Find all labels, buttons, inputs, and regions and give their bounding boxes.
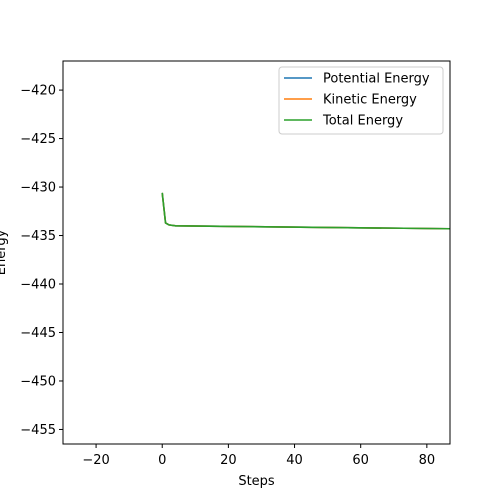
y-tick-label: −435 xyxy=(20,229,56,244)
legend-entry: Potential Energy xyxy=(323,72,430,87)
plot-frame xyxy=(62,60,451,445)
legend-entry: Total Energy xyxy=(322,114,403,129)
x-tick-label: 40 xyxy=(286,453,303,468)
x-axis-label: Steps xyxy=(238,474,275,489)
y-axis-label: Energy xyxy=(0,229,9,275)
y-tick-label: −440 xyxy=(20,278,56,293)
y-tick-label: −425 xyxy=(20,132,56,147)
legend: Potential Energy Kinetic Energy Total Ener… xyxy=(278,66,444,135)
x-tick-label: 20 xyxy=(220,453,237,468)
series-line-potential-energy xyxy=(161,192,450,230)
x-tick-label: 80 xyxy=(419,453,436,468)
legend-box xyxy=(278,66,444,135)
y-tick-label: −430 xyxy=(20,181,56,196)
x-tick-label: −20 xyxy=(82,453,109,468)
y-tick-label: −445 xyxy=(20,326,56,341)
series-line-kinetic-energy xyxy=(161,192,450,230)
series-line-total-energy xyxy=(161,192,450,230)
y-tick-label: −450 xyxy=(20,374,56,389)
y-tick-label: −455 xyxy=(20,423,56,438)
x-tick-label: 60 xyxy=(352,453,369,468)
legend-entry: Kinetic Energy xyxy=(323,93,417,108)
x-tick-label: 0 xyxy=(158,453,166,468)
y-tick-label: −420 xyxy=(20,84,56,99)
